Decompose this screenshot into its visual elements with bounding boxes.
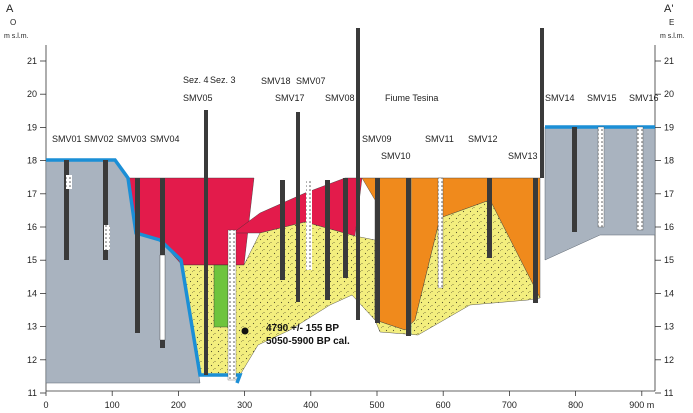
well-labels: SMV01 SMV02 SMV03 SMV04 SMV05 SMV17 SMV18 SMV07… — [52, 76, 659, 161]
y-axis-right: 21 20 19 18 17 16 15 14 13 12 11 — [655, 56, 674, 398]
well-label-smv03: SMV03 — [117, 134, 147, 144]
y-tick-label-left-19: 19 — [27, 122, 37, 132]
sand-layer-east — [374, 199, 541, 336]
date-cal: 5050-5900 BP cal. — [266, 336, 350, 347]
y-tick-label-left-13: 13 — [27, 322, 37, 332]
y-tick-label-left-12: 12 — [27, 355, 37, 365]
x-tick-label-5: 500 — [369, 400, 384, 410]
well-label-smv07: SMV07 — [296, 76, 326, 86]
section-label-3: Sez. 3 — [210, 75, 236, 85]
y-tick-label-left-17: 17 — [27, 189, 37, 199]
x-tick-label-4: 400 — [303, 400, 318, 410]
well-label-smv11: SMV11 — [425, 134, 454, 144]
y-tick-label-right-14: 14 — [664, 288, 674, 298]
date-bp: 4790 +/- 155 BP — [266, 323, 340, 334]
y-tick-label-right-20: 20 — [664, 89, 674, 99]
y-tick-label-left-16: 16 — [27, 222, 37, 232]
x-tick-label-2: 200 — [171, 400, 186, 410]
well-label-smv02: SMV02 — [84, 134, 114, 144]
river-label: Fiume Tesina — [385, 93, 438, 103]
well-label-smv09: SMV09 — [362, 134, 392, 144]
y-tick-label-right-19: 19 — [664, 122, 674, 132]
well-label-smv18: SMV18 — [261, 76, 291, 86]
right-unit-label: m s.l.m. — [660, 33, 685, 40]
east-orientation: E — [669, 18, 675, 27]
well-label-smv17: SMV17 — [275, 93, 305, 103]
well-label-smv12: SMV12 — [468, 134, 498, 144]
y-tick-label-right-12: 12 — [664, 355, 674, 365]
section-label-4: Sez. 4 — [183, 75, 209, 85]
section-start-letter: A — [6, 3, 14, 15]
well-label-smv01: SMV01 — [52, 134, 82, 144]
y-tick-label-left-20: 20 — [27, 89, 37, 99]
x-tick-label-6: 600 — [436, 400, 451, 410]
x-tick-label-9: 900 m — [629, 400, 654, 410]
west-orientation: O — [10, 18, 17, 27]
y-axis-left: 21 20 19 18 17 16 15 14 13 12 11 — [27, 56, 46, 398]
well-label-smv10: SMV10 — [381, 151, 411, 161]
well-label-smv13: SMV13 — [508, 151, 538, 161]
x-tick-label-3: 300 — [237, 400, 252, 410]
x-tick-label-1: 100 — [105, 400, 120, 410]
well-label-smv14: SMV14 — [545, 93, 575, 103]
y-tick-label-right-11: 11 — [664, 388, 673, 398]
section-end-letter: A' — [664, 3, 674, 15]
y-tick-label-right-21: 21 — [664, 56, 674, 66]
radiocarbon-date: 4790 +/- 155 BP 5050-5900 BP cal. — [266, 322, 350, 348]
y-tick-label-left-18: 18 — [27, 156, 37, 166]
well-label-smv08: SMV08 — [325, 93, 355, 103]
left-unit-label: m s.l.m. — [4, 33, 29, 40]
y-tick-label-left-11: 11 — [28, 388, 37, 398]
y-tick-label-right-17: 17 — [664, 189, 674, 199]
y-tick-label-right-18: 18 — [664, 156, 674, 166]
well-label-smv16: SMV16 — [629, 93, 659, 103]
y-tick-label-left-15: 15 — [27, 255, 37, 265]
well-label-smv04: SMV04 — [150, 134, 180, 144]
y-tick-label-right-16: 16 — [664, 222, 674, 232]
x-axis: 0 100 200 300 400 500 600 700 800 900 m — [43, 391, 654, 410]
green-lens — [213, 264, 229, 328]
y-tick-label-right-13: 13 — [664, 322, 674, 332]
x-tick-label-0: 0 — [43, 400, 48, 410]
y-tick-label-left-21: 21 — [27, 56, 37, 66]
drill-logs — [64, 28, 644, 381]
y-tick-label-left-14: 14 — [27, 288, 37, 298]
well-label-smv05: SMV05 — [183, 93, 213, 103]
x-tick-label-8: 800 — [568, 400, 583, 410]
y-tick-label-right-15: 15 — [664, 255, 674, 265]
x-tick-label-7: 700 — [502, 400, 517, 410]
well-label-smv15: SMV15 — [587, 93, 617, 103]
